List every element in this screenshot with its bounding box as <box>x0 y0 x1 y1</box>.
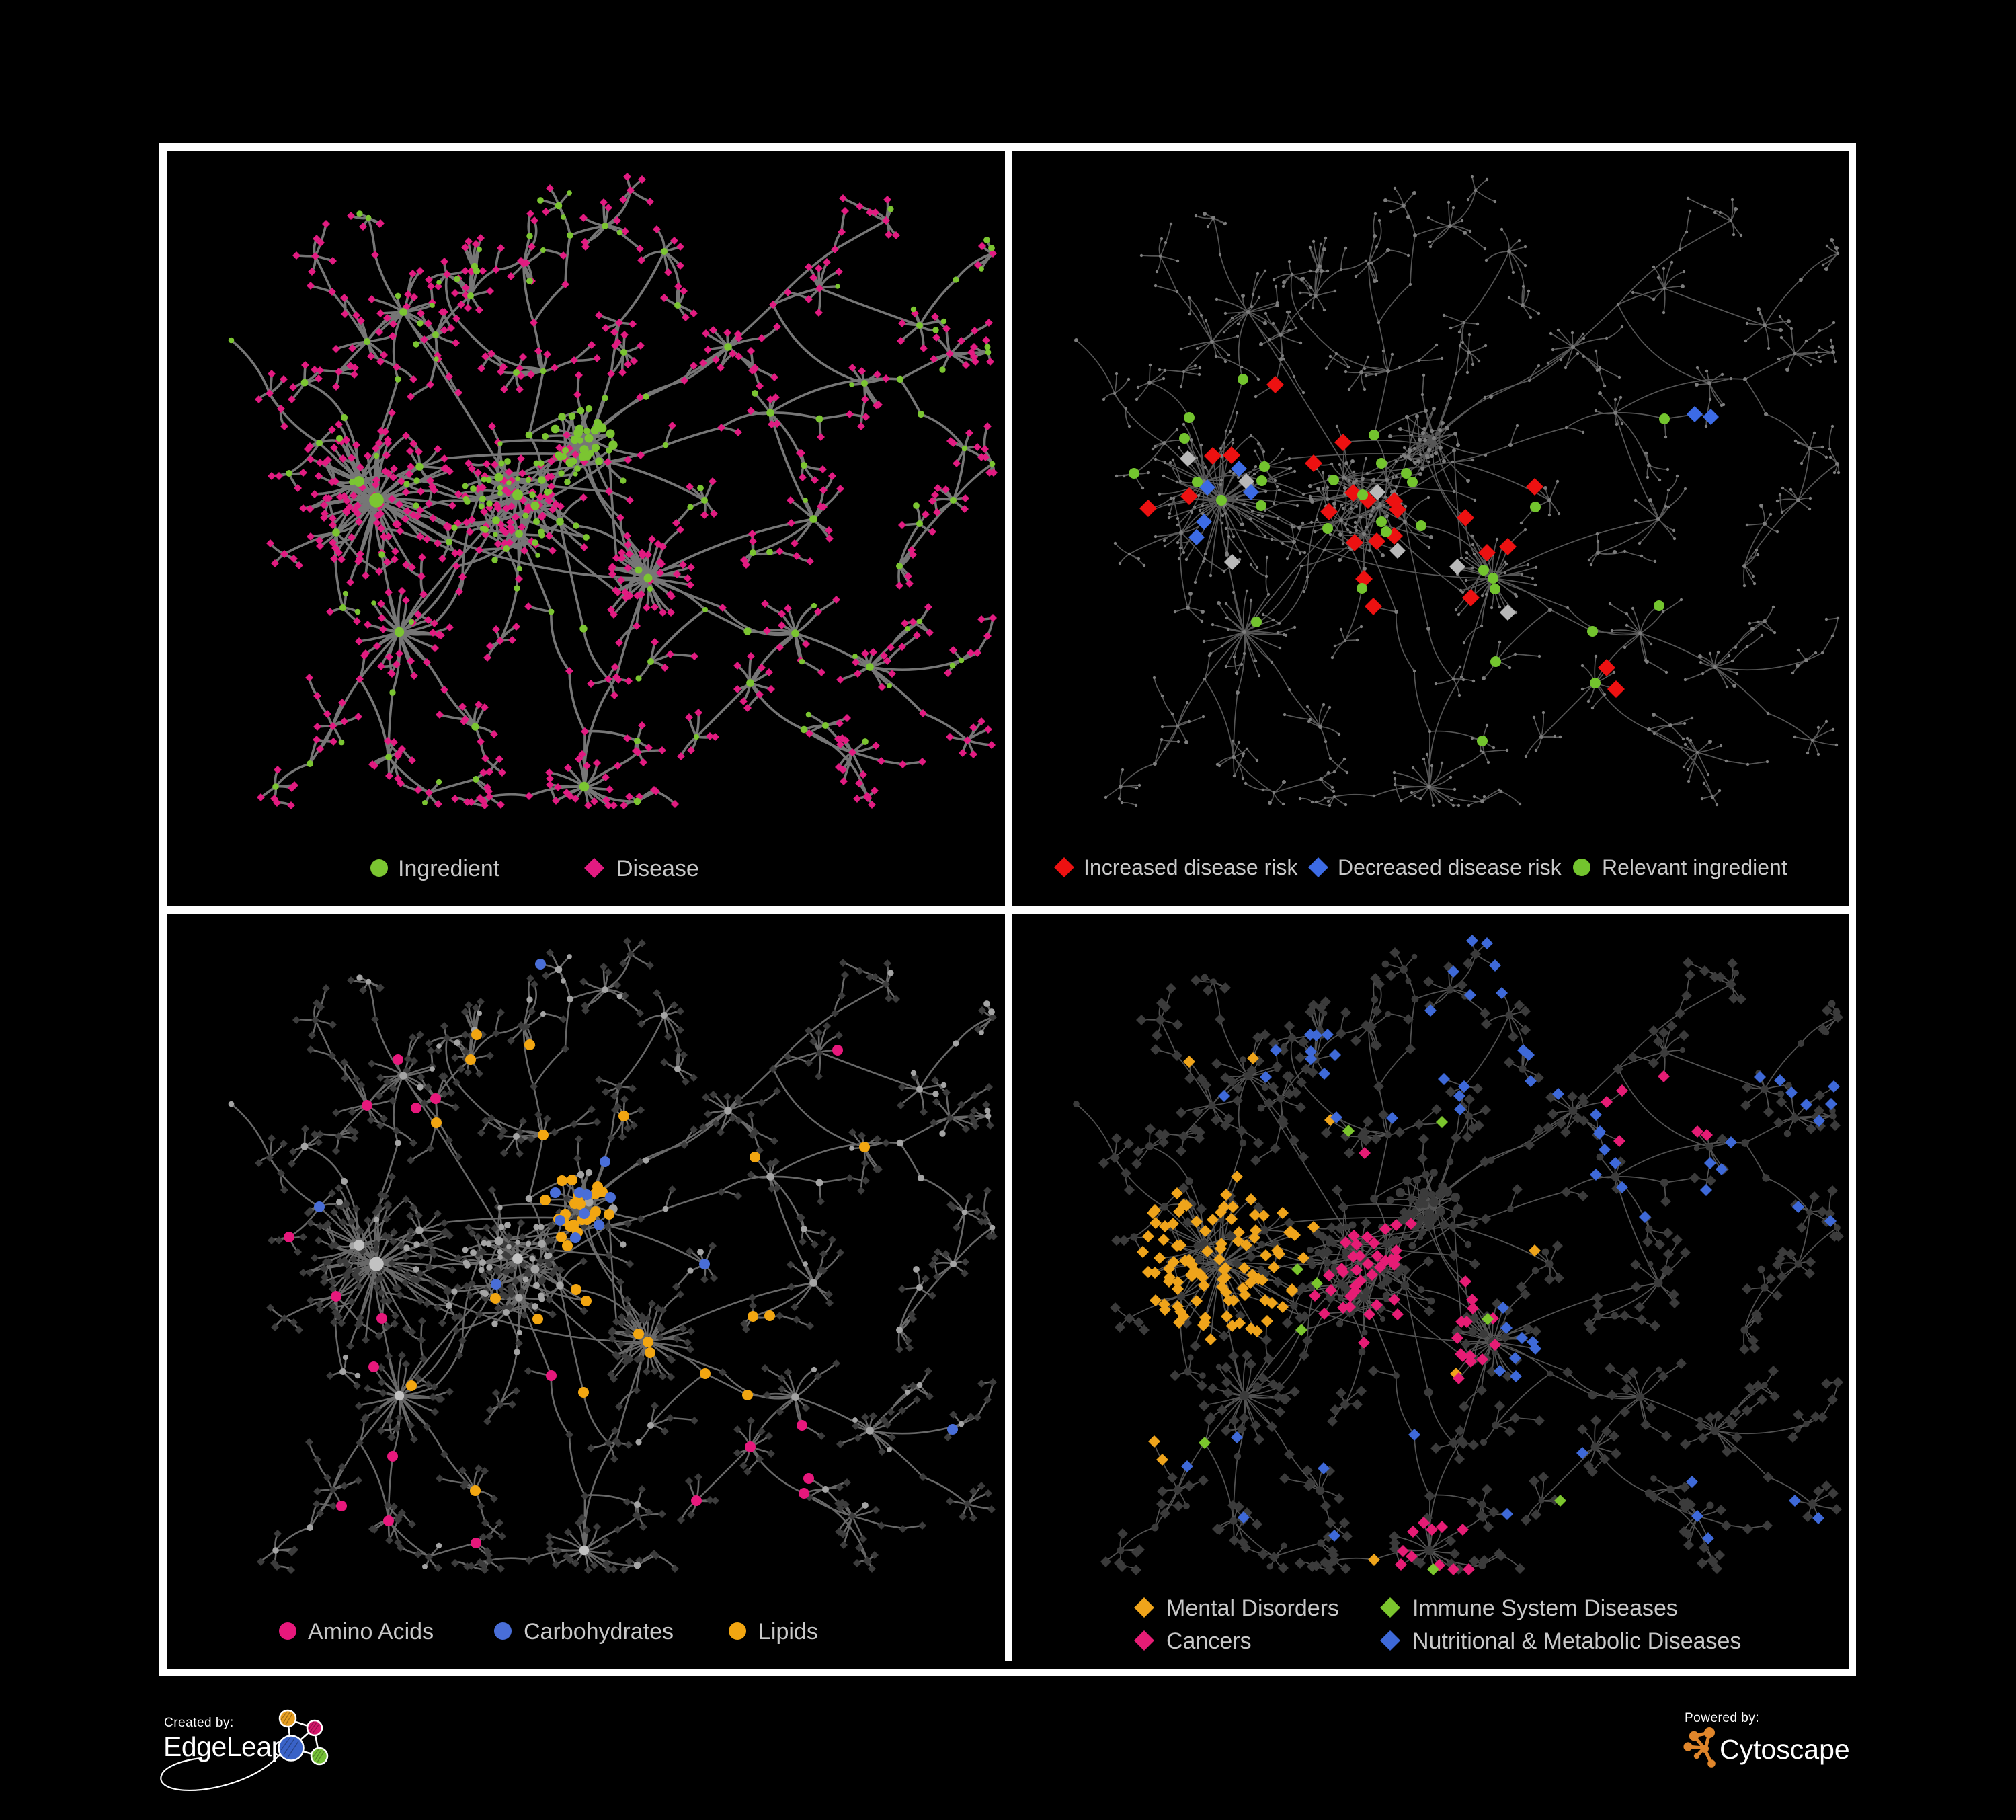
svg-text:Cancers: Cancers <box>1166 1628 1252 1654</box>
svg-text:Created by:: Created by: <box>164 1716 234 1730</box>
svg-text:Powered by:: Powered by: <box>1685 1711 1759 1725</box>
svg-text:Lipids: Lipids <box>758 1619 818 1645</box>
svg-text:Disease: Disease <box>616 856 699 881</box>
svg-text:Amino Acids: Amino Acids <box>308 1619 434 1645</box>
svg-text:Carbohydrates: Carbohydrates <box>524 1619 674 1645</box>
svg-text:Immune System Diseases: Immune System Diseases <box>1412 1595 1678 1621</box>
svg-text:Mental Disorders: Mental Disorders <box>1166 1595 1339 1621</box>
svg-text:Nutritional & Metabolic Diseas: Nutritional & Metabolic Diseases <box>1412 1628 1741 1654</box>
svg-text:EdgeLeap: EdgeLeap <box>163 1731 286 1762</box>
svg-text:Ingredient: Ingredient <box>398 856 500 881</box>
svg-text:Relevant ingredient: Relevant ingredient <box>1602 855 1787 879</box>
svg-text:Cytoscape: Cytoscape <box>1720 1734 1850 1765</box>
svg-text:Increased disease risk: Increased disease risk <box>1084 855 1298 879</box>
svg-text:Decreased disease risk: Decreased disease risk <box>1338 855 1562 879</box>
